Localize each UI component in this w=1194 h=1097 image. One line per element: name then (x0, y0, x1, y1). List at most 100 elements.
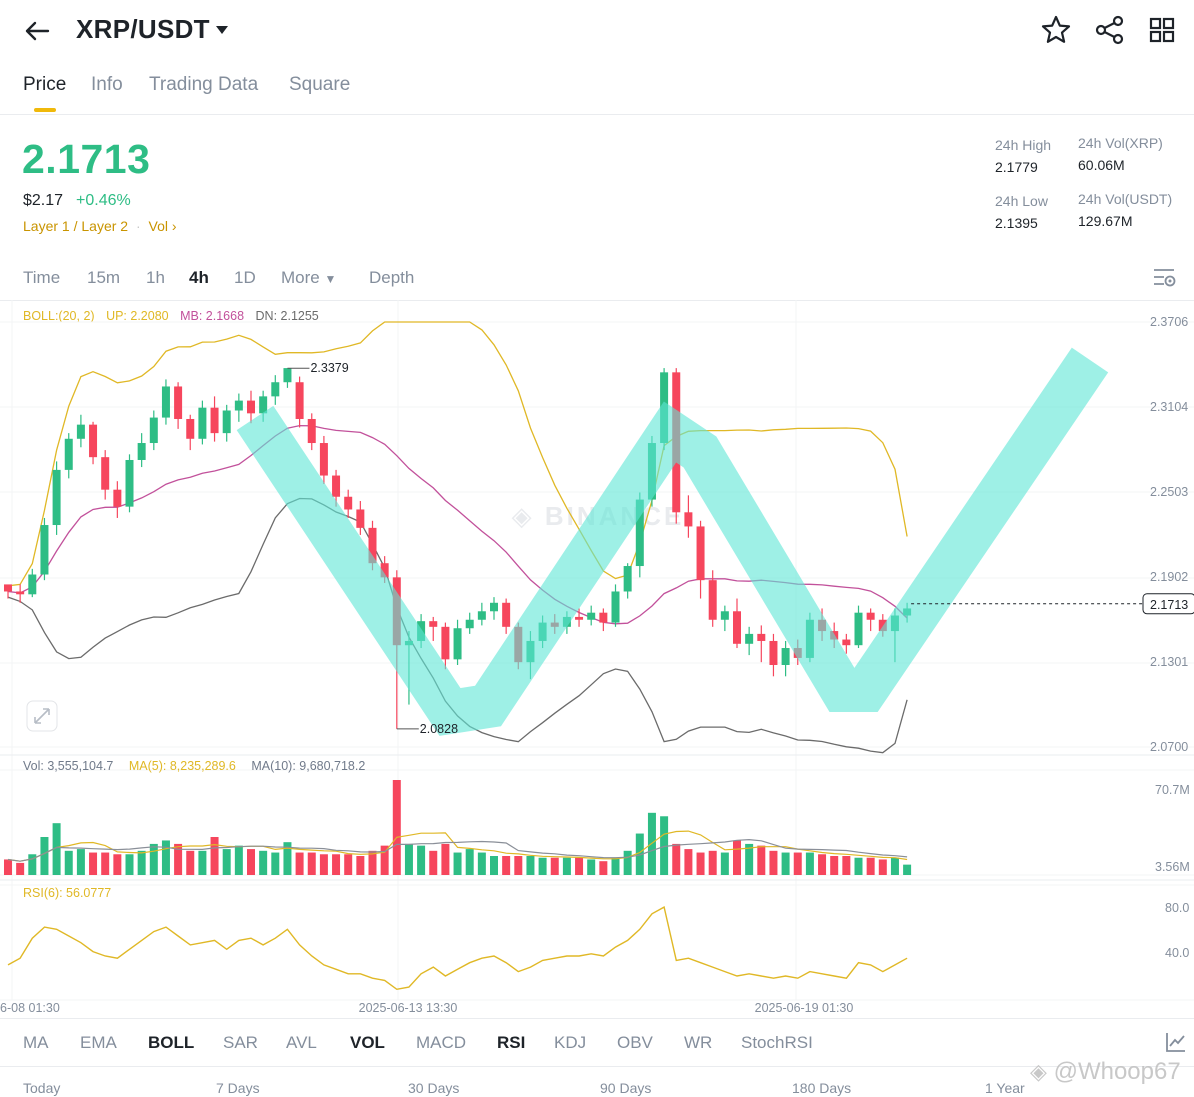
tab-info[interactable]: Info (91, 74, 123, 95)
interval-4h[interactable]: 4h (189, 268, 209, 287)
candle-body (611, 591, 620, 623)
interval-15m[interactable]: 15m (87, 268, 121, 287)
indicator-stochrsi[interactable]: StochRSI (741, 1033, 813, 1052)
category-tags[interactable]: Layer 1 / Layer 2 · Vol › (23, 218, 177, 234)
indicator-avl[interactable]: AVL (286, 1033, 317, 1052)
indicator-settings-icon[interactable] (1164, 1030, 1188, 1054)
indicator-rsi[interactable]: RSI (497, 1033, 526, 1052)
volume-bar (781, 852, 790, 875)
interval-depth[interactable]: Depth (369, 268, 415, 287)
interval-1d[interactable]: 1D (234, 268, 256, 287)
chart-settings-icon[interactable] (1152, 266, 1178, 290)
volume-bar (562, 857, 571, 875)
range-today[interactable]: Today (23, 1080, 61, 1096)
indicator-wr[interactable]: WR (684, 1033, 713, 1052)
watermark-logo-icon: ◈ (1030, 1059, 1047, 1084)
grid-icon[interactable] (1146, 14, 1178, 46)
volume-bar (344, 854, 353, 875)
interval-time[interactable]: Time (23, 268, 61, 287)
candle-body (781, 648, 790, 665)
candle-body (186, 418, 195, 439)
interval-1h[interactable]: 1h (146, 268, 165, 287)
candle-body (769, 640, 778, 665)
range-1-year[interactable]: 1 Year (985, 1080, 1025, 1096)
tab-price[interactable]: Price (23, 74, 67, 95)
volume-bar (332, 854, 341, 875)
volume-bar (903, 864, 912, 875)
candle-body (222, 410, 231, 434)
candle-body (247, 400, 255, 414)
vol-xrp-value: 60.06M (1078, 157, 1125, 173)
y-axis-label: 2.1301 (1150, 655, 1188, 669)
candle-body (368, 527, 377, 564)
volume-bar (137, 850, 146, 875)
usd-price: $2.17 (23, 192, 64, 209)
annotation-w-stroke (236, 347, 1109, 736)
indicator-kdj[interactable]: KDJ (554, 1033, 587, 1052)
volume-bar (818, 854, 827, 875)
volume-bar (186, 850, 195, 875)
candle-body (101, 457, 110, 490)
volume-bar (793, 852, 802, 875)
candle-body (599, 612, 608, 623)
volume-ma10-line (7, 838, 908, 862)
low-value: 2.1395 (995, 215, 1038, 231)
y-axis-label: 2.2503 (1150, 485, 1188, 499)
candle-body (16, 591, 25, 595)
candle-body (842, 639, 851, 646)
candle-body (502, 602, 511, 627)
candle-body (271, 382, 280, 397)
candle-body (575, 616, 584, 620)
range-180-days[interactable]: 180 Days (792, 1080, 852, 1096)
caret-down-icon[interactable] (214, 22, 230, 38)
pair-title[interactable]: XRP/USDT (76, 14, 210, 44)
x-axis-label: 2025-06-19 01:30 (755, 1001, 854, 1015)
star-icon[interactable] (1040, 14, 1072, 46)
volume-bar (101, 852, 110, 875)
y-axis-label: 2.3706 (1150, 315, 1188, 329)
volume-bar (76, 849, 85, 875)
price-chart[interactable]: ◈ BINANCE2.33792.08282.17132.37062.31042… (0, 300, 1194, 1020)
volume-bar (733, 840, 741, 875)
volume-bar (490, 856, 498, 875)
volume-bar (210, 837, 219, 875)
candle-body (587, 612, 596, 620)
candle-body (696, 526, 705, 581)
candle-body (28, 574, 37, 595)
vol-link[interactable]: Vol (148, 218, 168, 234)
range-90-days[interactable]: 90 Days (600, 1080, 652, 1096)
indicator-ema[interactable]: EMA (80, 1033, 117, 1052)
volume-bar (429, 850, 438, 875)
current-price-label: 2.1713 (1150, 598, 1188, 612)
candle-body (283, 368, 292, 383)
indicator-ma[interactable]: MA (23, 1033, 49, 1052)
expand-icon[interactable] (26, 700, 58, 732)
candle-body (453, 628, 462, 660)
volume-bar (174, 843, 183, 875)
volume-bar (854, 857, 863, 875)
volume-bar (125, 854, 134, 875)
chevron-right-icon: › (171, 218, 177, 234)
candle-body (4, 584, 12, 592)
share-icon[interactable] (1094, 14, 1126, 46)
y-axis-label: 2.3104 (1150, 400, 1188, 414)
tags-label[interactable]: Layer 1 / Layer 2 (23, 218, 129, 234)
tab-square[interactable]: Square (289, 74, 351, 95)
interval-more[interactable]: More ▼ (281, 268, 336, 288)
indicator-boll[interactable]: BOLL (148, 1033, 195, 1052)
volume-bar (307, 852, 316, 875)
volume-bar (441, 843, 450, 875)
indicator-vol[interactable]: VOL (350, 1033, 385, 1052)
indicator-macd[interactable]: MACD (416, 1033, 467, 1052)
range-7-days[interactable]: 7 Days (216, 1080, 260, 1096)
range-30-days[interactable]: 30 Days (408, 1080, 460, 1096)
volume-bar (890, 857, 899, 875)
back-arrow-icon[interactable] (22, 16, 52, 46)
watermark-text: @Whoop67 (1053, 1058, 1181, 1085)
more-label[interactable]: More (281, 268, 320, 287)
volume-bar (526, 856, 535, 875)
indicator-obv[interactable]: OBV (617, 1033, 653, 1052)
tab-trading-data[interactable]: Trading Data (149, 74, 259, 95)
candle-body (174, 386, 183, 419)
indicator-sar[interactable]: SAR (223, 1033, 258, 1052)
